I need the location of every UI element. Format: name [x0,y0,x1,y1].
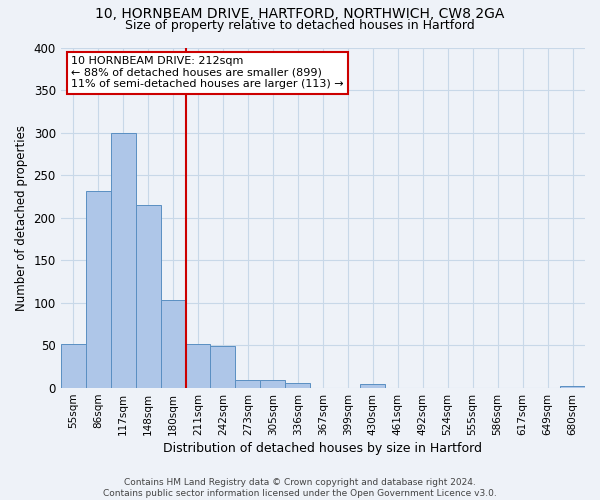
Bar [560,386,585,388]
Text: Contains HM Land Registry data © Crown copyright and database right 2024.
Contai: Contains HM Land Registry data © Crown c… [103,478,497,498]
Bar [185,344,211,388]
X-axis label: Distribution of detached houses by size in Hartford: Distribution of detached houses by size … [163,442,482,455]
Bar [161,300,185,388]
Bar [136,205,161,388]
Text: 10 HORNBEAM DRIVE: 212sqm
← 88% of detached houses are smaller (899)
11% of semi: 10 HORNBEAM DRIVE: 212sqm ← 88% of detac… [71,56,344,89]
Text: Size of property relative to detached houses in Hartford: Size of property relative to detached ho… [125,19,475,32]
Bar [61,344,86,388]
Bar [235,380,260,388]
Bar [110,132,136,388]
Text: 10, HORNBEAM DRIVE, HARTFORD, NORTHWICH, CW8 2GA: 10, HORNBEAM DRIVE, HARTFORD, NORTHWICH,… [95,8,505,22]
Bar [360,384,385,388]
Bar [211,346,235,388]
Bar [260,380,286,388]
Y-axis label: Number of detached properties: Number of detached properties [15,125,28,311]
Bar [86,190,110,388]
Bar [286,383,310,388]
